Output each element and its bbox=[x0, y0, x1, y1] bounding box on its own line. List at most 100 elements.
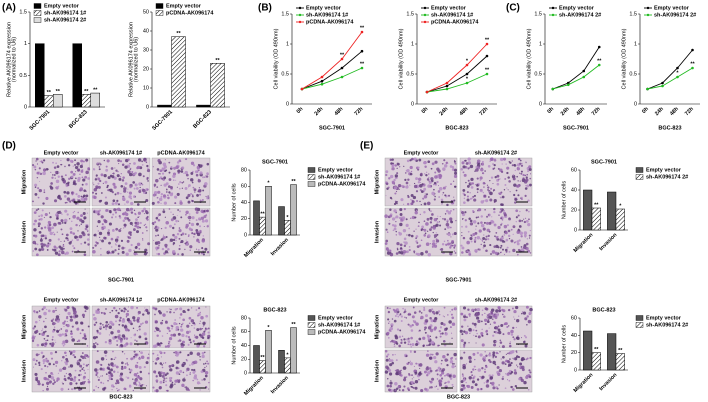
cell bbox=[153, 361, 154, 362]
cell bbox=[461, 211, 462, 212]
cell bbox=[56, 380, 58, 382]
cell bbox=[198, 189, 201, 192]
cell bbox=[72, 326, 74, 328]
cell bbox=[108, 364, 110, 366]
cell bbox=[54, 174, 56, 176]
cell bbox=[129, 384, 131, 386]
cell bbox=[476, 342, 477, 343]
cell bbox=[106, 359, 107, 360]
cell bbox=[93, 317, 97, 321]
cell bbox=[513, 225, 516, 228]
cell bbox=[468, 231, 470, 233]
cell bbox=[193, 187, 195, 189]
cell bbox=[115, 193, 117, 195]
cell bbox=[502, 378, 504, 380]
point bbox=[446, 85, 449, 88]
cell bbox=[62, 245, 64, 247]
cell bbox=[111, 358, 113, 360]
cell bbox=[389, 385, 392, 388]
cell bbox=[166, 372, 168, 374]
cell bbox=[447, 240, 448, 241]
cell bbox=[97, 178, 100, 181]
cell bbox=[146, 361, 149, 364]
cell bbox=[502, 333, 504, 335]
cell bbox=[144, 310, 145, 311]
cell bbox=[52, 174, 54, 176]
cell bbox=[61, 214, 62, 215]
cell bbox=[132, 225, 133, 226]
cell bbox=[519, 163, 521, 165]
cell bbox=[168, 191, 170, 193]
cell bbox=[465, 160, 467, 162]
cell bbox=[419, 244, 421, 246]
cell bbox=[158, 173, 160, 175]
cell bbox=[451, 338, 452, 339]
cell bbox=[481, 224, 484, 227]
cell bbox=[189, 330, 191, 332]
cell bbox=[37, 208, 39, 210]
cell bbox=[158, 245, 159, 246]
cell bbox=[191, 223, 194, 226]
cell bbox=[387, 378, 388, 379]
cell bbox=[117, 192, 120, 195]
cell bbox=[126, 376, 127, 377]
cell bbox=[70, 333, 72, 335]
cell bbox=[492, 355, 493, 356]
cell bbox=[159, 330, 161, 332]
cell bbox=[491, 176, 493, 178]
cell bbox=[471, 375, 472, 376]
cell bbox=[60, 247, 63, 250]
cell bbox=[460, 330, 463, 333]
cell bbox=[394, 186, 397, 189]
cell bbox=[443, 340, 446, 343]
cell bbox=[101, 227, 104, 230]
cell bbox=[77, 362, 80, 365]
cell bbox=[487, 186, 489, 188]
point bbox=[582, 70, 585, 73]
cell bbox=[484, 369, 485, 370]
point bbox=[426, 91, 429, 94]
cell bbox=[439, 383, 442, 386]
cell bbox=[387, 231, 389, 233]
cell bbox=[467, 385, 470, 388]
cell bbox=[112, 213, 114, 215]
cell bbox=[120, 176, 121, 177]
cell bbox=[84, 197, 87, 200]
cell bbox=[180, 313, 183, 316]
cell bbox=[391, 158, 393, 160]
cell bbox=[394, 344, 395, 345]
cell bbox=[507, 176, 509, 178]
cell bbox=[42, 328, 43, 329]
cell bbox=[50, 232, 53, 235]
cell bbox=[463, 387, 466, 390]
cell bbox=[156, 358, 159, 361]
legend-swatch bbox=[308, 168, 315, 173]
cell bbox=[517, 335, 519, 337]
cell bbox=[99, 377, 100, 378]
cell bbox=[71, 336, 73, 338]
cell bbox=[62, 382, 63, 383]
cell bbox=[499, 192, 502, 195]
cell bbox=[196, 249, 197, 250]
cell bbox=[526, 185, 529, 188]
cell bbox=[40, 214, 43, 217]
cell bbox=[112, 351, 114, 353]
cell bbox=[169, 365, 172, 368]
y-tick-label: 20 bbox=[241, 357, 247, 363]
cell bbox=[432, 240, 435, 243]
cell bbox=[126, 208, 130, 212]
cell bbox=[127, 240, 130, 243]
cell bbox=[129, 186, 131, 188]
cell bbox=[203, 378, 206, 381]
cell bbox=[511, 371, 512, 372]
significance: ** bbox=[215, 58, 220, 64]
cell bbox=[187, 178, 189, 180]
cell bbox=[449, 246, 451, 248]
cell bbox=[453, 386, 454, 387]
cell bbox=[112, 229, 115, 232]
legend-marker bbox=[424, 14, 426, 16]
cell bbox=[59, 314, 60, 315]
cell bbox=[433, 184, 434, 185]
cell bbox=[469, 360, 472, 363]
cell bbox=[116, 344, 118, 346]
